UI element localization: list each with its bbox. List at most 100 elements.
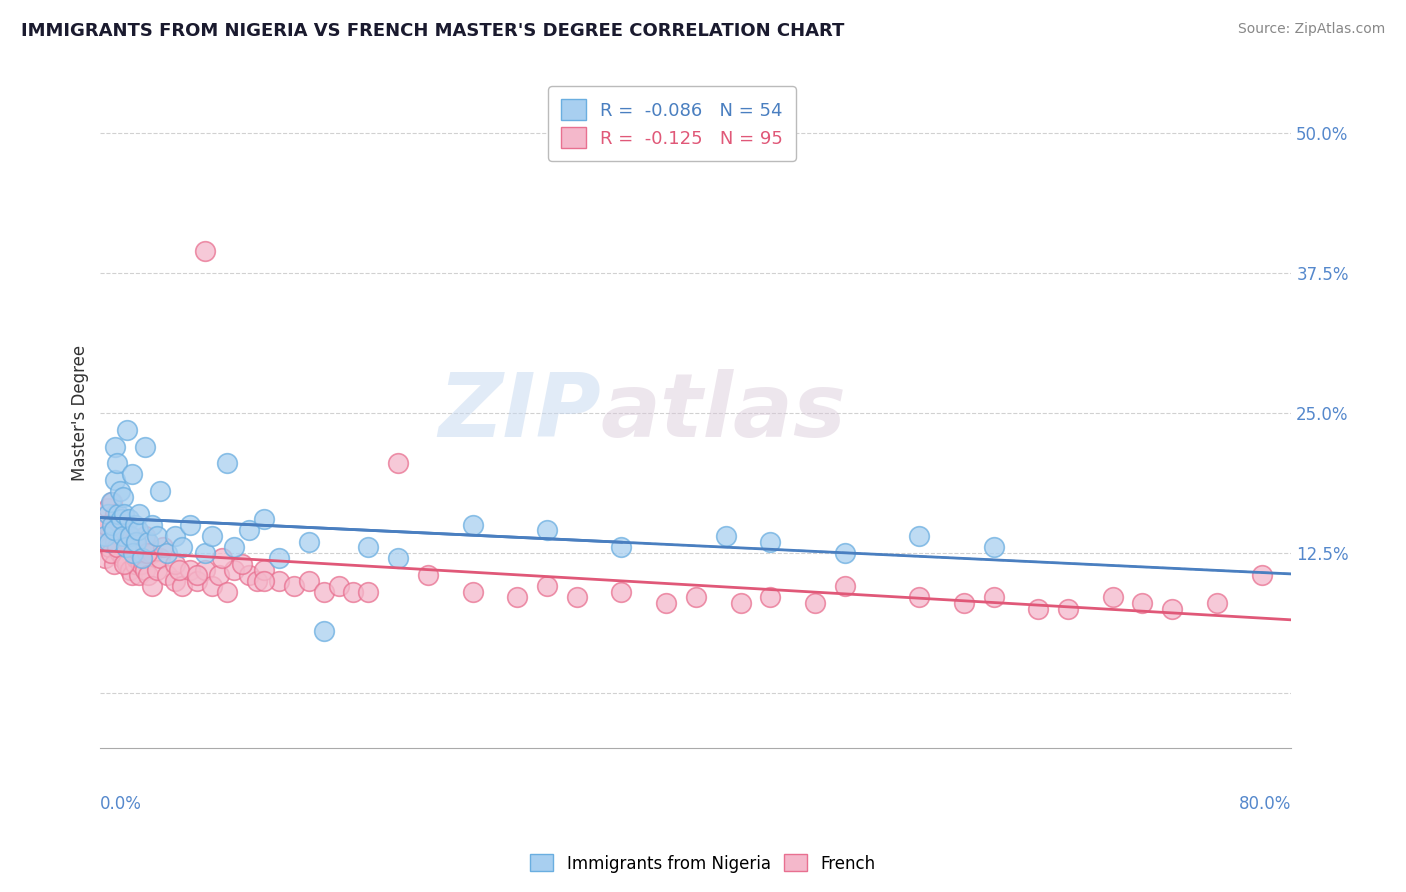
Point [114, 551, 136, 566]
Point [108, 484, 131, 499]
Point [328, 579, 350, 593]
Point [983, 591, 1005, 605]
Point [1250, 568, 1272, 582]
Point [101, 517, 124, 532]
Point [312, 624, 335, 638]
Point [120, 529, 142, 543]
Point [128, 507, 150, 521]
Point [730, 596, 752, 610]
Point [131, 551, 153, 566]
Point [141, 546, 163, 560]
Point [1057, 601, 1080, 615]
Point [172, 579, 194, 593]
Point [125, 534, 148, 549]
Text: 0.0%: 0.0% [100, 796, 142, 814]
Point [146, 562, 169, 576]
Point [238, 568, 260, 582]
Text: 80.0%: 80.0% [1239, 796, 1291, 814]
Point [267, 574, 290, 588]
Point [804, 596, 827, 610]
Point [156, 568, 179, 582]
Point [908, 591, 931, 605]
Point [115, 557, 138, 571]
Point [283, 579, 305, 593]
Point [112, 557, 135, 571]
Point [1206, 596, 1229, 610]
Point [312, 585, 335, 599]
Point [134, 529, 156, 543]
Point [101, 495, 124, 509]
Point [610, 540, 633, 554]
Point [136, 568, 159, 582]
Point [536, 524, 558, 538]
Point [193, 546, 215, 560]
Point [124, 557, 146, 571]
Point [115, 423, 138, 437]
Point [506, 591, 529, 605]
Point [149, 551, 172, 566]
Point [107, 507, 129, 521]
Point [714, 529, 737, 543]
Point [834, 546, 856, 560]
Point [231, 557, 253, 571]
Point [111, 551, 134, 566]
Point [112, 507, 135, 521]
Point [105, 456, 128, 470]
Point [111, 490, 134, 504]
Point [103, 524, 125, 538]
Point [167, 562, 190, 576]
Point [387, 551, 409, 566]
Point [461, 517, 484, 532]
Point [357, 540, 380, 554]
Point [565, 591, 588, 605]
Point [111, 529, 134, 543]
Point [215, 456, 238, 470]
Point [215, 585, 238, 599]
Point [124, 517, 146, 532]
Point [100, 546, 122, 560]
Point [983, 540, 1005, 554]
Point [163, 529, 186, 543]
Point [193, 562, 215, 576]
Point [211, 551, 233, 566]
Legend: R =  -0.086   N = 54, R =  -0.125   N = 95: R = -0.086 N = 54, R = -0.125 N = 95 [548, 87, 796, 161]
Point [112, 524, 135, 538]
Point [100, 524, 122, 538]
Point [342, 585, 364, 599]
Legend: Immigrants from Nigeria, French: Immigrants from Nigeria, French [523, 847, 883, 880]
Point [104, 440, 127, 454]
Text: atlas: atlas [600, 369, 846, 457]
Point [117, 534, 139, 549]
Point [114, 540, 136, 554]
Point [105, 540, 128, 554]
Point [117, 512, 139, 526]
Point [655, 596, 678, 610]
Point [135, 546, 157, 560]
Point [104, 534, 127, 549]
Point [193, 244, 215, 258]
Point [416, 568, 439, 582]
Point [152, 540, 174, 554]
Point [141, 517, 163, 532]
Point [357, 585, 380, 599]
Point [129, 557, 152, 571]
Point [246, 574, 269, 588]
Point [1161, 601, 1184, 615]
Point [134, 440, 156, 454]
Point [461, 585, 484, 599]
Point [110, 512, 132, 526]
Text: ZIP: ZIP [437, 369, 600, 457]
Point [1101, 591, 1123, 605]
Point [96, 517, 118, 532]
Point [759, 534, 782, 549]
Point [100, 495, 122, 509]
Text: IMMIGRANTS FROM NIGERIA VS FRENCH MASTER'S DEGREE CORRELATION CHART: IMMIGRANTS FROM NIGERIA VS FRENCH MASTER… [21, 22, 845, 40]
Point [122, 546, 145, 560]
Y-axis label: Master's Degree: Master's Degree [72, 345, 89, 481]
Point [186, 574, 208, 588]
Point [156, 546, 179, 560]
Point [172, 540, 194, 554]
Point [127, 551, 149, 566]
Point [120, 562, 142, 576]
Point [94, 529, 117, 543]
